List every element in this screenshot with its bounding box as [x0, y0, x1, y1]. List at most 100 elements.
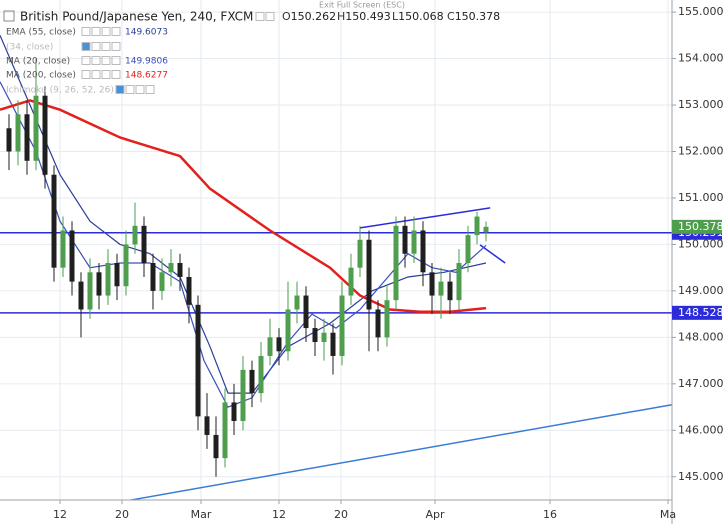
candle-body — [240, 369, 246, 422]
indicator-name: EMA (55, close) — [6, 28, 76, 38]
legend: British Pound/Japanese Yen, 240, FXCM O15… — [3, 10, 500, 96]
legend-icon[interactable] — [91, 70, 101, 79]
legend-toggle[interactable] — [3, 10, 15, 22]
legend-icon[interactable] — [91, 27, 101, 36]
x-tick-label: 16 — [543, 508, 557, 521]
y-tick-label: 152.000 — [678, 144, 724, 157]
candle-body — [456, 263, 462, 301]
indicator-name: MA (200, close) — [6, 71, 76, 81]
candle-body — [204, 416, 210, 435]
legend-icon[interactable] — [81, 56, 91, 65]
legend-icon[interactable] — [111, 70, 121, 79]
indicator-name-hidden: Ichimoku (9, 26, 52, 26) — [6, 86, 114, 96]
ohlc-number: 150.378 — [455, 10, 501, 23]
candle-body — [60, 230, 66, 268]
x-tick-label: 12 — [272, 508, 286, 521]
legend-icon[interactable] — [111, 42, 121, 51]
candle-body — [141, 225, 147, 264]
x-tick-label: 12 — [53, 508, 67, 521]
x-tick-label: Mar — [191, 508, 212, 521]
candle-body — [231, 402, 237, 422]
candle-body — [24, 114, 30, 161]
legend-icon[interactable] — [101, 42, 111, 51]
candle-body — [42, 95, 48, 175]
price-axis-panel — [672, 0, 724, 524]
ohlc-label: O — [282, 10, 291, 23]
candle-body — [267, 337, 273, 356]
legend-icon[interactable] — [115, 85, 125, 94]
candle-body — [411, 230, 417, 254]
legend-icon[interactable] — [101, 27, 111, 36]
candle-body — [447, 281, 453, 301]
candle-body — [132, 225, 138, 245]
candle-body — [114, 263, 120, 287]
candle-body — [429, 272, 435, 296]
candle-body — [6, 128, 12, 152]
indicator-name: MA (20, close) — [6, 57, 70, 67]
x-tick-label: Ma — [660, 508, 676, 521]
candle-body — [78, 281, 84, 310]
legend-icon[interactable] — [255, 12, 265, 21]
candle-body — [312, 328, 318, 343]
candle-body — [339, 295, 345, 356]
y-tick-label: 145.000 — [678, 470, 724, 483]
trend-line — [479, 244, 506, 264]
candle-body — [69, 230, 75, 282]
legend-icon[interactable] — [91, 56, 101, 65]
ohlc-number: 150.068 — [398, 10, 444, 23]
candle-body — [249, 369, 255, 394]
ohlc-value: L150.068 — [392, 10, 444, 23]
time-axis-panel — [0, 500, 672, 524]
trend-line — [359, 207, 491, 229]
legend-icon[interactable] — [91, 42, 101, 51]
candle-body — [105, 263, 111, 296]
candle-body — [150, 263, 156, 291]
indicator-value: 149.6073 — [125, 28, 168, 38]
legend-icon[interactable] — [81, 70, 91, 79]
candle-body — [276, 337, 282, 352]
legend-icon[interactable] — [101, 56, 111, 65]
y-tick-label: 148.000 — [678, 330, 724, 343]
plot-area — [0, 35, 673, 504]
axes: 145.000 146.000 147.000 148.000 149.000 150.0… — [53, 5, 724, 521]
legend-icon[interactable] — [145, 85, 155, 94]
candle-body — [33, 95, 39, 161]
candle-body — [438, 281, 444, 296]
ohlc-label: H — [337, 10, 345, 23]
legend-icon[interactable] — [111, 56, 121, 65]
y-tick-label: 155.000 — [678, 5, 724, 18]
y-tick-label: 150.000 — [678, 237, 724, 250]
ohlc-number: 150.493 — [345, 10, 391, 23]
price-label-box — [672, 219, 722, 234]
indicator-value: 149.9806 — [125, 57, 168, 67]
candle-body — [366, 239, 372, 310]
ohlc-label: L — [392, 10, 399, 23]
y-tick-label: 153.000 — [678, 98, 724, 111]
legend-icon[interactable] — [101, 70, 111, 79]
exit-fullscreen[interactable]: Exit Full Screen (ESC) — [319, 1, 405, 10]
indicator-name-hidden: (34, close) — [6, 43, 53, 53]
ohlc-label: C — [447, 10, 455, 23]
ohlc-number: 150.262 — [291, 10, 337, 23]
legend-icon[interactable] — [265, 12, 275, 21]
legend-title: British Pound/Japanese Yen, 240, FXCM — [20, 10, 253, 24]
candle-body — [303, 295, 309, 329]
legend-icon[interactable] — [135, 85, 145, 94]
ohlc-value: O150.262 — [282, 10, 336, 23]
legend-icon[interactable] — [81, 27, 91, 36]
candle-body — [285, 309, 291, 352]
candle-body — [123, 244, 129, 287]
legend-icon[interactable] — [81, 42, 91, 51]
candle-body — [348, 267, 354, 296]
legend-icon[interactable] — [111, 27, 121, 36]
candle-body — [195, 304, 201, 417]
candle-body — [258, 355, 264, 394]
y-tick-label: 151.000 — [678, 191, 724, 204]
ohlc-value: C150.378 — [447, 10, 500, 23]
candle-body — [213, 434, 219, 459]
legend-icon[interactable] — [125, 85, 135, 94]
price-label: 148.528 — [678, 306, 724, 319]
price-label-box — [672, 305, 722, 320]
candle-body — [294, 295, 300, 310]
